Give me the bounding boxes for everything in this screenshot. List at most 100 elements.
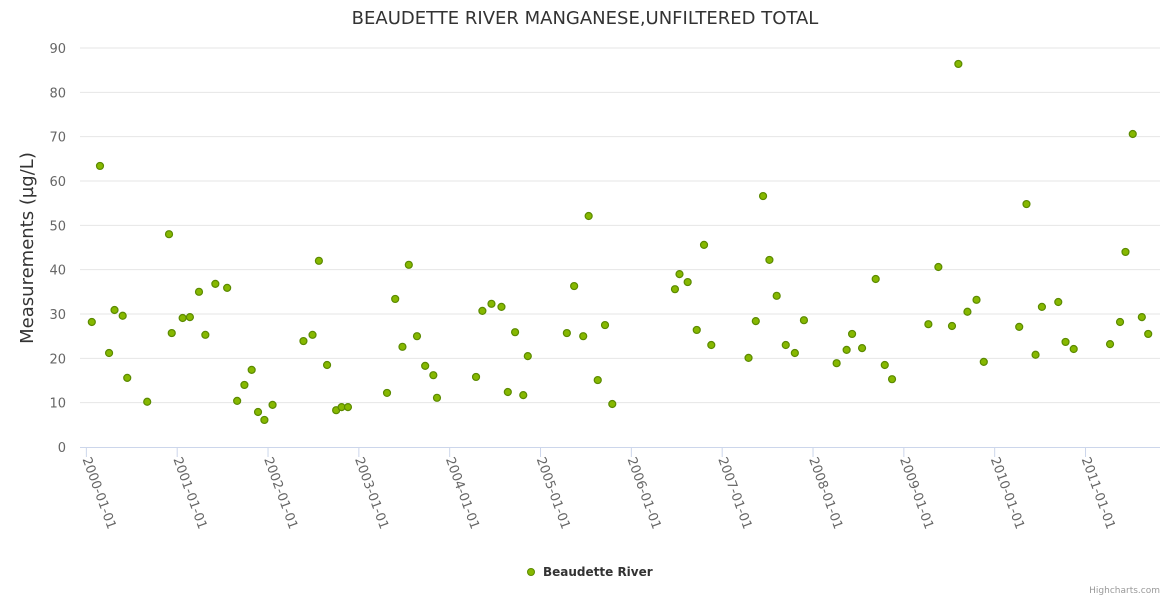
data-point: [693, 326, 700, 333]
data-point: [1032, 351, 1039, 358]
data-point: [344, 404, 351, 411]
data-point: [872, 275, 879, 282]
data-point: [1122, 248, 1129, 255]
data-point: [144, 398, 151, 405]
data-point: [833, 360, 840, 367]
data-point: [524, 353, 531, 360]
data-point: [925, 321, 932, 328]
data-point: [594, 377, 601, 384]
x-tick-label: 2003-01-01: [351, 455, 391, 531]
data-point: [964, 308, 971, 315]
data-point: [166, 231, 173, 238]
data-point: [1145, 330, 1152, 337]
data-point: [752, 318, 759, 325]
data-point: [766, 256, 773, 263]
data-point: [571, 283, 578, 290]
data-point: [1016, 323, 1023, 330]
data-point: [212, 280, 219, 287]
data-point: [791, 350, 798, 357]
data-point: [760, 193, 767, 200]
y-tick-label: 60: [49, 175, 66, 190]
x-tick-label: 2006-01-01: [624, 455, 664, 531]
data-point: [248, 366, 255, 373]
data-point: [849, 330, 856, 337]
data-point: [1038, 303, 1045, 310]
data-point: [1138, 314, 1145, 321]
data-point: [800, 317, 807, 324]
data-point: [585, 213, 592, 220]
data-point: [1062, 338, 1069, 345]
data-point: [563, 330, 570, 337]
x-tick-label: 2005-01-01: [533, 455, 573, 531]
data-point: [241, 381, 248, 388]
data-point: [300, 338, 307, 345]
legend-marker: [528, 569, 535, 576]
data-point: [269, 401, 276, 408]
data-point: [1117, 318, 1124, 325]
legend-label: Beaudette River: [543, 565, 653, 579]
x-tick-label: 2004-01-01: [442, 455, 482, 531]
data-point: [399, 343, 406, 350]
data-point: [392, 295, 399, 302]
data-point: [179, 314, 186, 321]
y-axis-title: Measurements (µg/L): [17, 152, 38, 344]
data-point: [422, 362, 429, 369]
data-point: [609, 400, 616, 407]
x-tick-label: 2010-01-01: [987, 455, 1027, 531]
data-point: [498, 303, 505, 310]
data-point: [124, 374, 131, 381]
data-point: [309, 331, 316, 338]
x-tick-label: 2001-01-01: [169, 455, 209, 531]
data-point: [1023, 201, 1030, 208]
data-point: [973, 296, 980, 303]
data-point: [224, 284, 231, 291]
data-point: [602, 322, 609, 329]
data-point: [701, 241, 708, 248]
y-tick-label: 70: [49, 131, 66, 146]
x-tick-label: 2007-01-01: [714, 455, 754, 531]
data-point: [1055, 299, 1062, 306]
y-tick-label: 80: [49, 86, 66, 101]
data-point: [684, 279, 691, 286]
data-point: [96, 162, 103, 169]
data-point: [405, 261, 412, 268]
data-point: [1070, 346, 1077, 353]
legend-item-beaudette-river[interactable]: Beaudette River: [528, 565, 653, 579]
data-point: [195, 288, 202, 295]
data-point: [488, 300, 495, 307]
x-tick-label: 2011-01-01: [1078, 455, 1118, 531]
data-point: [234, 397, 241, 404]
x-tick-label: 2000-01-01: [79, 455, 119, 531]
credit-link[interactable]: Highcharts.com: [1089, 586, 1160, 596]
data-point: [843, 346, 850, 353]
data-point: [479, 307, 486, 314]
data-point: [433, 394, 440, 401]
x-tick-label: 2008-01-01: [805, 455, 845, 531]
x-tick-label: 2009-01-01: [896, 455, 936, 531]
data-point: [745, 354, 752, 361]
y-tick-label: 20: [49, 352, 66, 367]
data-point: [202, 331, 209, 338]
chart-title: BEAUDETTE RIVER MANGANESE,UNFILTERED TOT…: [352, 8, 819, 29]
data-point: [504, 389, 511, 396]
y-tick-label: 0: [58, 441, 66, 456]
data-point: [935, 264, 942, 271]
y-tick-label: 40: [49, 264, 66, 279]
data-point: [473, 373, 480, 380]
data-point: [186, 314, 193, 321]
data-point: [773, 292, 780, 299]
data-point: [889, 376, 896, 383]
data-point: [106, 350, 113, 357]
x-tick-label: 2002-01-01: [260, 455, 300, 531]
data-point: [859, 345, 866, 352]
data-point: [384, 389, 391, 396]
y-tick-label: 90: [49, 42, 66, 57]
data-point: [520, 392, 527, 399]
data-point: [324, 361, 331, 368]
y-tick-label: 30: [49, 308, 66, 323]
data-point: [708, 342, 715, 349]
data-point: [980, 358, 987, 365]
data-point: [948, 322, 955, 329]
data-point: [1107, 341, 1114, 348]
data-point: [119, 312, 126, 319]
